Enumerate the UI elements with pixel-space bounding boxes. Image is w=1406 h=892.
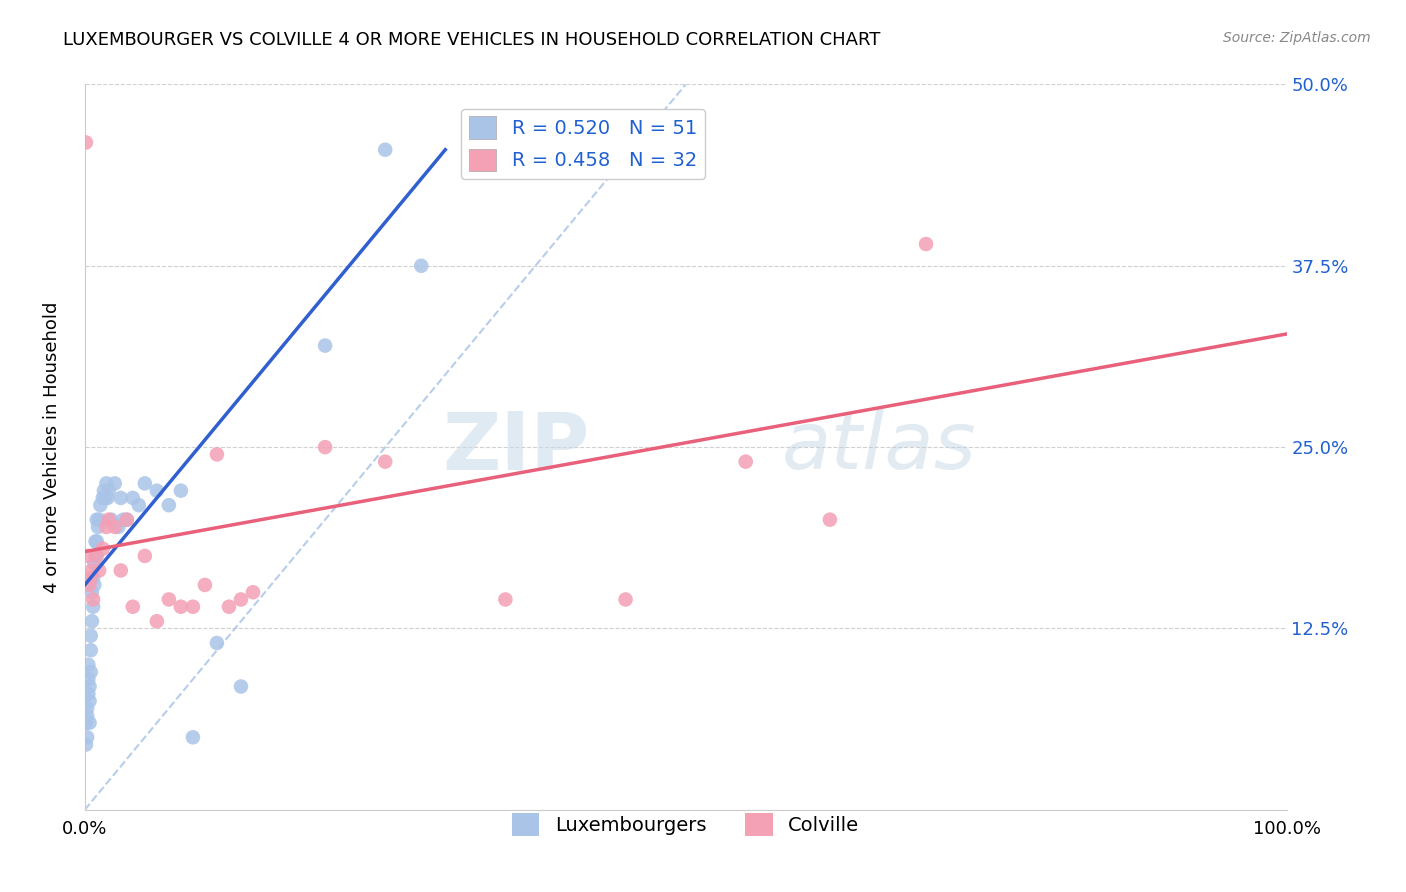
Point bbox=[374, 143, 396, 157]
Point bbox=[89, 498, 111, 512]
Point bbox=[218, 599, 240, 614]
Point bbox=[82, 592, 104, 607]
Point bbox=[91, 541, 114, 556]
Point bbox=[76, 708, 98, 723]
Point bbox=[80, 564, 103, 578]
Point bbox=[157, 498, 180, 512]
Point bbox=[170, 483, 193, 498]
Point bbox=[205, 447, 228, 461]
Point bbox=[374, 455, 396, 469]
Text: atlas: atlas bbox=[782, 409, 977, 486]
Point bbox=[494, 592, 516, 607]
Point bbox=[82, 599, 104, 614]
Point bbox=[115, 513, 138, 527]
Point bbox=[205, 636, 228, 650]
Point bbox=[75, 715, 97, 730]
Point bbox=[80, 629, 103, 643]
Point bbox=[76, 701, 98, 715]
Point bbox=[107, 520, 129, 534]
Point bbox=[80, 585, 103, 599]
Point bbox=[87, 520, 110, 534]
Text: ZIP: ZIP bbox=[443, 409, 589, 486]
Y-axis label: 4 or more Vehicles in Household: 4 or more Vehicles in Household bbox=[44, 301, 60, 593]
Point bbox=[96, 476, 118, 491]
Point bbox=[818, 513, 841, 527]
Point bbox=[94, 491, 117, 505]
Point bbox=[79, 694, 101, 708]
Point bbox=[146, 483, 169, 498]
Point bbox=[75, 738, 97, 752]
Point bbox=[77, 657, 100, 672]
Point bbox=[915, 237, 938, 252]
Point bbox=[79, 680, 101, 694]
Point bbox=[77, 549, 100, 563]
Point bbox=[229, 680, 252, 694]
Point bbox=[97, 513, 120, 527]
Point bbox=[170, 599, 193, 614]
Point bbox=[83, 578, 105, 592]
Point bbox=[77, 673, 100, 687]
Text: Source: ZipAtlas.com: Source: ZipAtlas.com bbox=[1223, 31, 1371, 45]
Point bbox=[229, 592, 252, 607]
Point bbox=[242, 585, 264, 599]
Point bbox=[104, 520, 127, 534]
Point bbox=[86, 534, 108, 549]
Point bbox=[80, 571, 103, 585]
Point bbox=[146, 614, 169, 628]
Point bbox=[86, 513, 108, 527]
Point bbox=[84, 549, 107, 563]
Point bbox=[614, 592, 637, 607]
Point bbox=[91, 491, 114, 505]
Point bbox=[121, 599, 143, 614]
Point bbox=[110, 564, 132, 578]
Point bbox=[115, 513, 138, 527]
Point bbox=[181, 731, 204, 745]
Point bbox=[97, 491, 120, 505]
Point bbox=[79, 578, 101, 592]
Point bbox=[181, 599, 204, 614]
Point bbox=[110, 491, 132, 505]
Point bbox=[157, 592, 180, 607]
Point bbox=[194, 578, 217, 592]
Point bbox=[96, 520, 118, 534]
Point bbox=[75, 136, 97, 150]
Point bbox=[112, 513, 135, 527]
Point bbox=[100, 513, 122, 527]
Point bbox=[411, 259, 433, 273]
Point bbox=[134, 476, 156, 491]
Point bbox=[77, 687, 100, 701]
Point bbox=[97, 483, 120, 498]
Point bbox=[84, 534, 107, 549]
Point bbox=[80, 643, 103, 657]
Point bbox=[89, 513, 111, 527]
Point bbox=[104, 476, 127, 491]
Point bbox=[93, 483, 115, 498]
Point bbox=[121, 491, 143, 505]
Point bbox=[86, 549, 108, 563]
Legend: Luxembourgers, Colville: Luxembourgers, Colville bbox=[505, 805, 868, 844]
Point bbox=[314, 440, 336, 454]
Point bbox=[80, 665, 103, 679]
Point bbox=[89, 564, 111, 578]
Point bbox=[80, 614, 103, 628]
Point bbox=[76, 731, 98, 745]
Text: LUXEMBOURGER VS COLVILLE 4 OR MORE VEHICLES IN HOUSEHOLD CORRELATION CHART: LUXEMBOURGER VS COLVILLE 4 OR MORE VEHIC… bbox=[63, 31, 880, 49]
Point bbox=[128, 498, 150, 512]
Point bbox=[82, 571, 104, 585]
Point bbox=[134, 549, 156, 563]
Point bbox=[83, 556, 105, 570]
Point bbox=[314, 338, 336, 352]
Point bbox=[79, 715, 101, 730]
Point bbox=[734, 455, 756, 469]
